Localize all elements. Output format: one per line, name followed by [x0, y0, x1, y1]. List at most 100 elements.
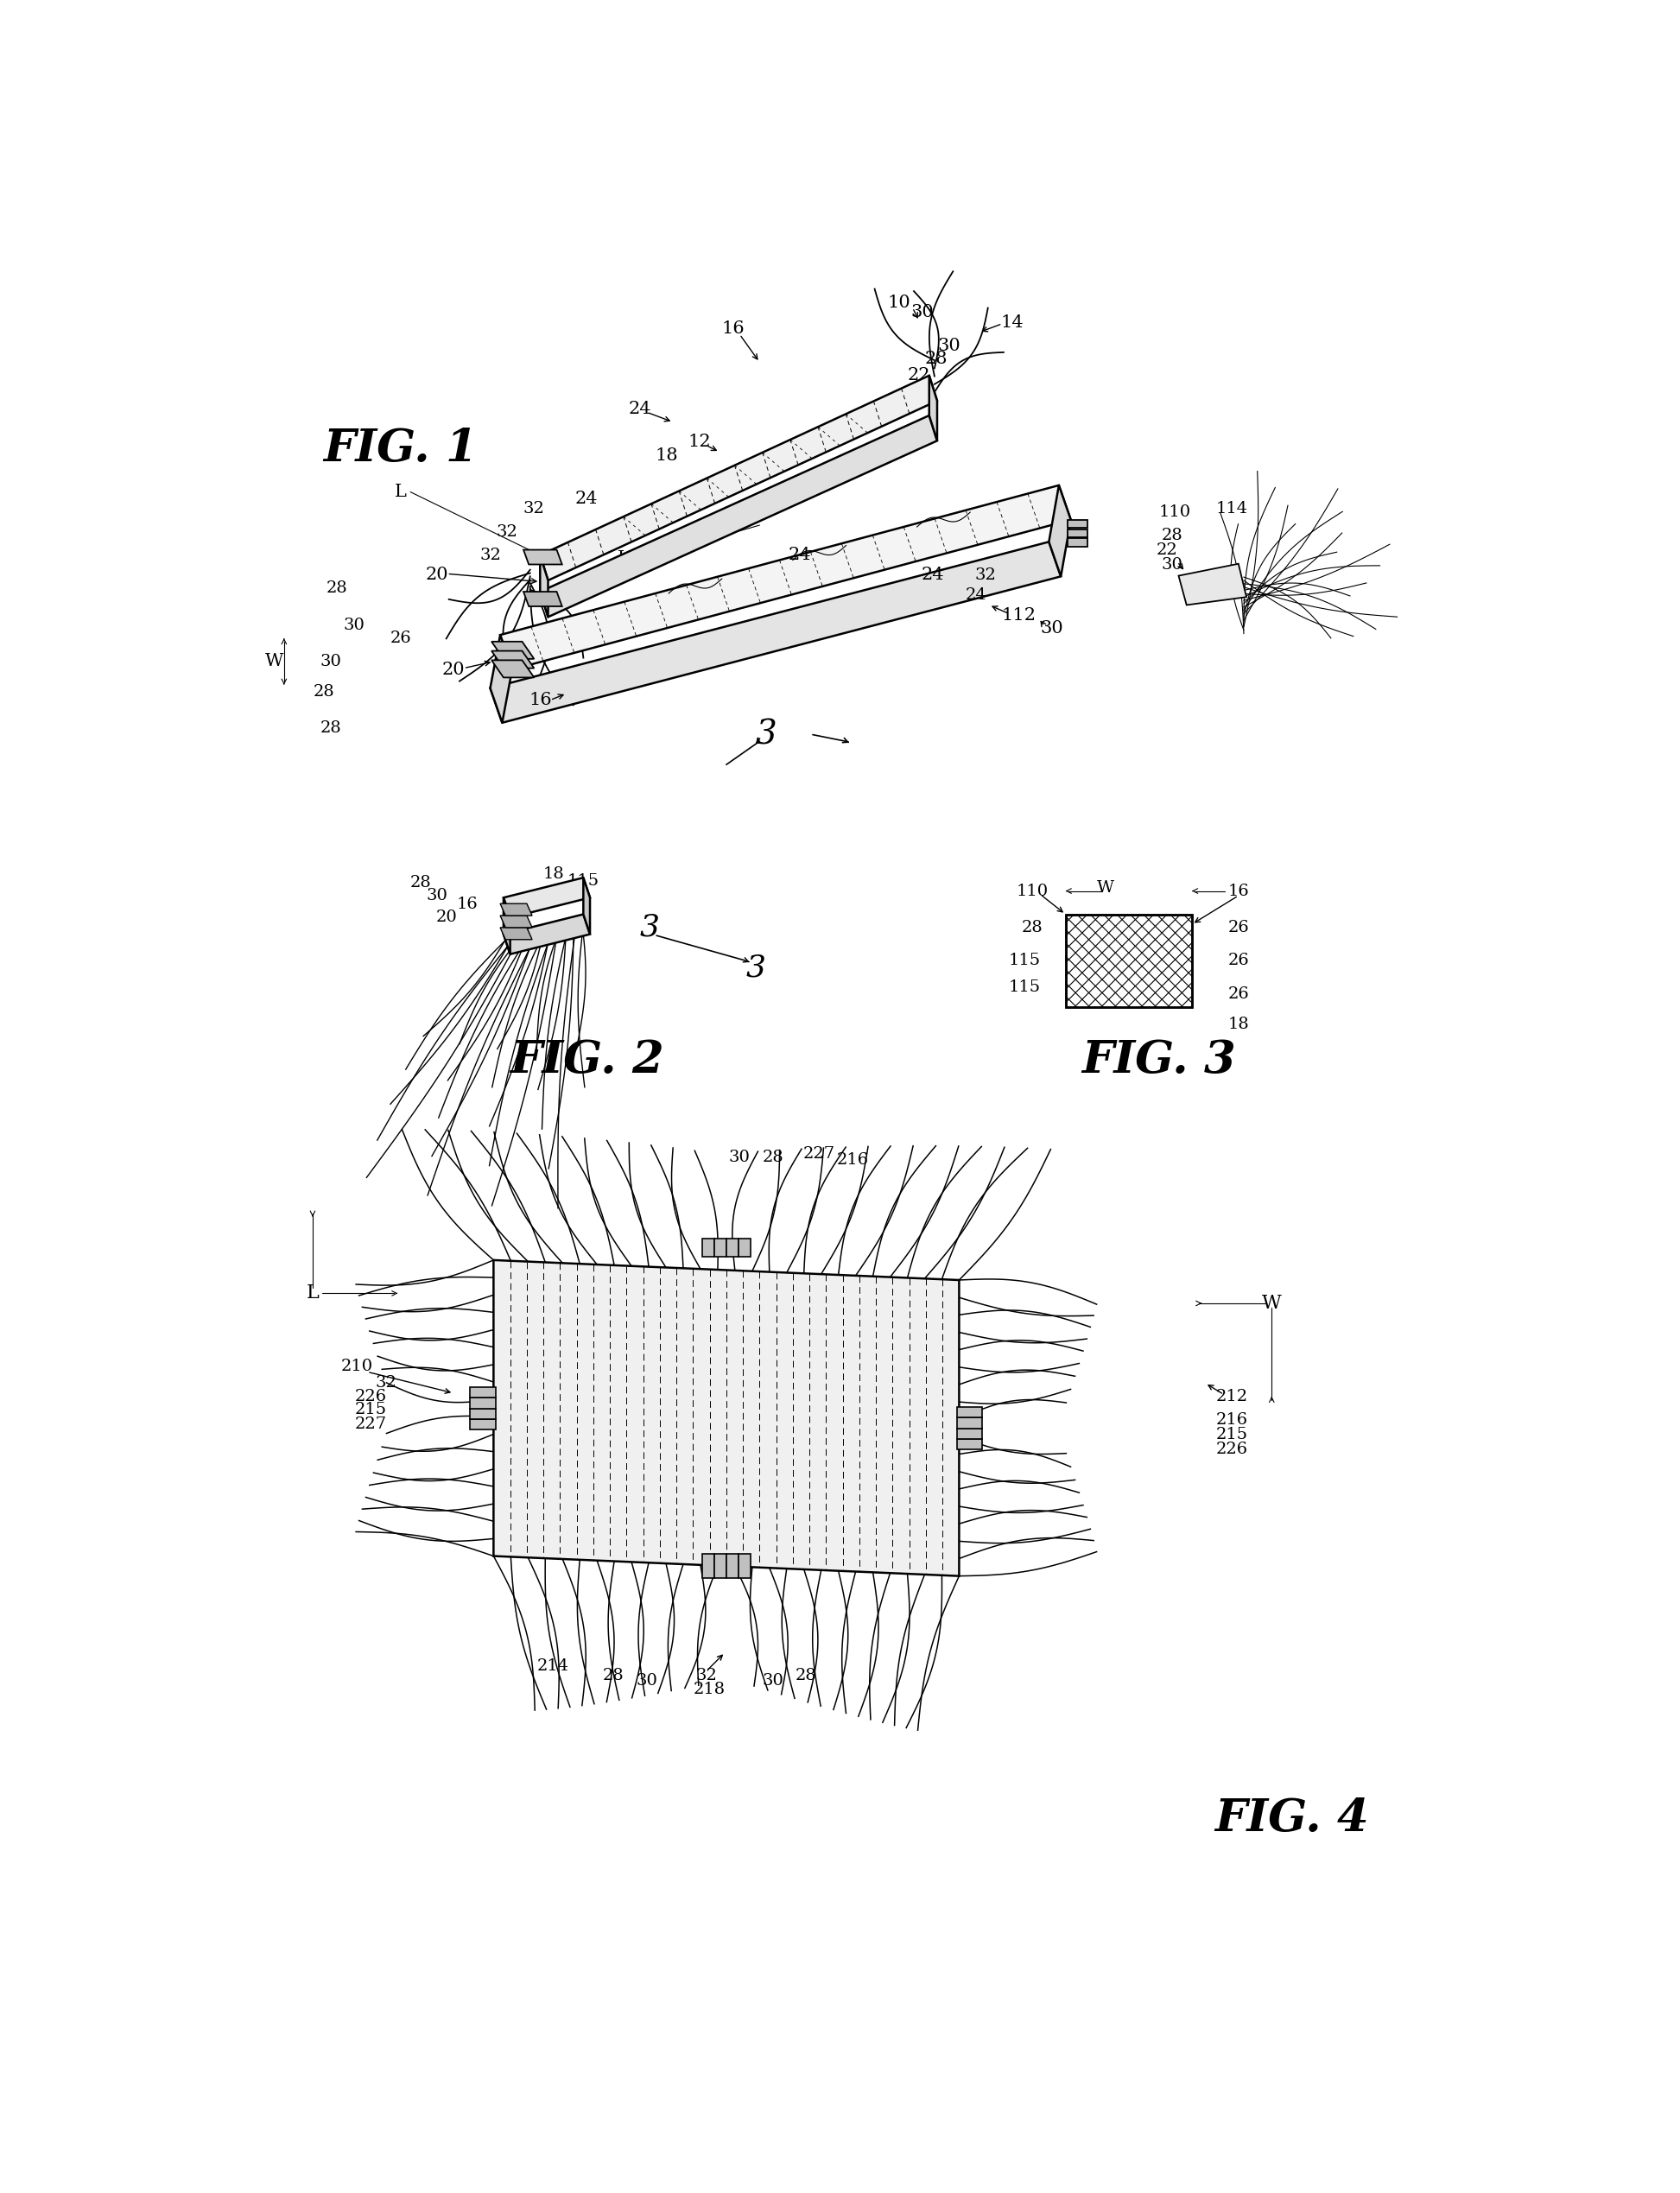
Polygon shape [1067, 529, 1087, 537]
Text: 28: 28 [763, 1149, 783, 1164]
Polygon shape [702, 1555, 714, 1579]
Text: 20: 20 [563, 888, 585, 904]
Text: FIG. 4: FIG. 4 [1215, 1796, 1369, 1840]
Polygon shape [470, 1408, 496, 1419]
Polygon shape [714, 1555, 726, 1579]
Text: 20: 20 [437, 910, 457, 925]
Text: 28: 28 [924, 351, 948, 366]
Text: FIG. 3: FIG. 3 [1082, 1039, 1236, 1083]
Text: 30: 30 [1161, 557, 1183, 572]
Text: 10: 10 [887, 294, 911, 311]
Text: 28: 28 [1161, 526, 1183, 544]
Polygon shape [1048, 485, 1070, 577]
Polygon shape [504, 877, 590, 917]
Text: 24: 24 [628, 401, 652, 417]
Text: 226: 226 [1216, 1441, 1248, 1458]
Polygon shape [539, 375, 937, 581]
Polygon shape [738, 1239, 751, 1257]
Text: 28: 28 [326, 581, 348, 596]
Text: FIG. 2: FIG. 2 [509, 1039, 664, 1083]
Text: 227: 227 [354, 1417, 386, 1432]
Polygon shape [491, 636, 512, 724]
Text: 3: 3 [640, 912, 660, 943]
Text: 210: 210 [341, 1360, 373, 1375]
Text: 227: 227 [803, 1147, 835, 1162]
Polygon shape [958, 1428, 983, 1439]
Text: 30: 30 [763, 1673, 783, 1689]
Text: 14: 14 [1001, 314, 1023, 331]
Polygon shape [494, 1261, 959, 1577]
Text: 30: 30 [729, 1149, 751, 1164]
Text: 28: 28 [795, 1669, 816, 1684]
Polygon shape [492, 651, 534, 669]
Text: 32: 32 [696, 1669, 717, 1684]
Text: L: L [617, 550, 630, 566]
Text: 32: 32 [522, 500, 544, 515]
Text: 28: 28 [319, 719, 341, 737]
Text: 28: 28 [603, 1669, 623, 1684]
Polygon shape [491, 542, 1060, 724]
Text: 24: 24 [575, 491, 598, 507]
Polygon shape [504, 914, 590, 954]
Polygon shape [726, 1555, 738, 1579]
Text: 3: 3 [756, 719, 776, 750]
Text: W: W [1097, 879, 1114, 895]
Text: 26: 26 [1228, 987, 1250, 1002]
Text: 24: 24 [788, 546, 811, 564]
Polygon shape [524, 592, 563, 605]
Text: 216: 216 [1216, 1412, 1248, 1428]
Text: 30: 30 [937, 338, 961, 353]
Text: 18: 18 [655, 447, 679, 463]
Polygon shape [501, 904, 533, 917]
Bar [1065, 914, 1191, 1007]
Text: 114: 114 [1216, 500, 1248, 515]
Text: L: L [395, 485, 407, 500]
Bar [1065, 914, 1191, 1007]
Text: 115: 115 [1008, 954, 1040, 969]
Polygon shape [539, 414, 937, 616]
Polygon shape [583, 877, 590, 934]
Text: 28: 28 [1021, 919, 1043, 936]
Text: 112: 112 [1001, 607, 1037, 623]
Polygon shape [524, 550, 563, 564]
Text: 28: 28 [312, 684, 334, 700]
Text: 22: 22 [1156, 542, 1178, 557]
Polygon shape [958, 1439, 983, 1450]
Polygon shape [501, 928, 533, 939]
Text: 30: 30 [1040, 621, 1063, 636]
Text: 16: 16 [529, 693, 551, 708]
Text: 30: 30 [319, 654, 341, 669]
Text: 32: 32 [974, 568, 996, 583]
Text: FIG. 1: FIG. 1 [323, 428, 477, 471]
Polygon shape [738, 1555, 751, 1579]
Polygon shape [470, 1397, 496, 1408]
Polygon shape [539, 555, 548, 616]
Text: 20: 20 [442, 662, 465, 678]
Text: 26: 26 [390, 629, 412, 647]
Text: 20: 20 [425, 566, 449, 583]
Text: 212: 212 [1216, 1388, 1248, 1404]
Text: 18: 18 [543, 866, 564, 882]
Text: 110: 110 [1159, 504, 1191, 520]
Text: W: W [1262, 1294, 1282, 1314]
Polygon shape [714, 1239, 726, 1257]
Text: 26: 26 [1228, 954, 1250, 969]
Text: 16: 16 [457, 897, 477, 912]
Polygon shape [501, 485, 1070, 669]
Polygon shape [929, 375, 937, 441]
Polygon shape [958, 1408, 983, 1417]
Text: 12: 12 [689, 434, 711, 450]
Text: 32: 32 [375, 1375, 396, 1390]
Text: 26: 26 [1228, 919, 1250, 936]
Text: 16: 16 [1228, 884, 1250, 899]
Text: L: L [306, 1283, 319, 1303]
Text: 215: 215 [354, 1401, 386, 1417]
Text: 30: 30 [635, 1673, 657, 1689]
Text: 24: 24 [964, 588, 986, 603]
Text: 30: 30 [911, 305, 934, 320]
Text: W: W [265, 654, 284, 669]
Polygon shape [492, 643, 534, 658]
Text: 226: 226 [354, 1388, 386, 1404]
Polygon shape [470, 1388, 496, 1397]
Polygon shape [501, 917, 533, 928]
